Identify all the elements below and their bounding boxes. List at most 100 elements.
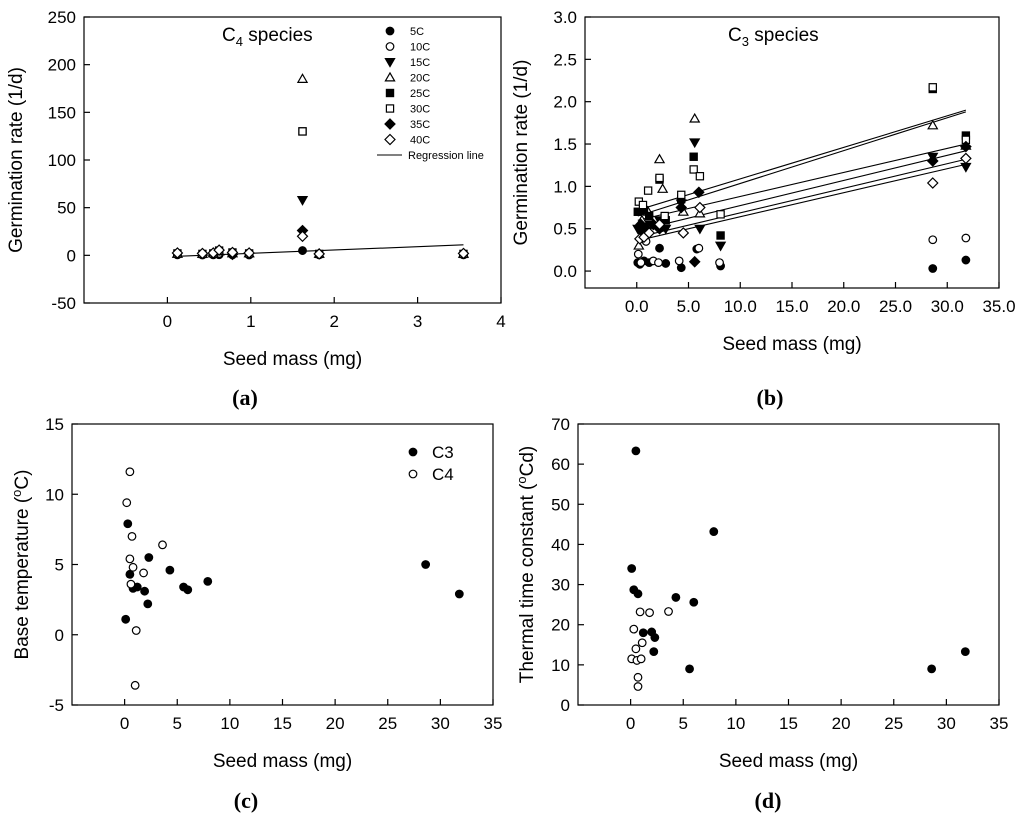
- data-point-shape: [927, 664, 937, 674]
- data-point-shape: [643, 227, 656, 239]
- data-point: [454, 589, 464, 599]
- data-point: [960, 140, 972, 153]
- data-point: [927, 119, 939, 130]
- x-tick-label: 20: [326, 714, 345, 733]
- x-tick-label: 0: [626, 714, 635, 733]
- data-point-shape: [171, 247, 184, 259]
- legend-marker: [385, 42, 395, 51]
- data-point-shape: [694, 243, 704, 253]
- data-point: [926, 155, 939, 167]
- data-point: [125, 554, 135, 564]
- legend-label: 5C: [410, 26, 424, 38]
- data-point: [213, 244, 225, 256]
- data-point: [961, 255, 971, 265]
- data-point-shape: [637, 638, 647, 648]
- data-point: [171, 247, 184, 259]
- legend-marker-shape: [385, 104, 395, 113]
- data-point-shape: [631, 446, 641, 456]
- y-axis-title: Base temperature (oC): [9, 470, 33, 660]
- x-tick-label: 10.0: [724, 297, 757, 316]
- data-point-shape: [126, 579, 136, 589]
- y-tick-label: 1.0: [553, 177, 577, 196]
- x-tick-label: 5: [173, 714, 182, 733]
- legend-label: 35C: [410, 119, 430, 131]
- data-point: [714, 241, 727, 252]
- x-axis: 0.0 5.0 10.0 15.0 20.0 25.0 30.0 35.0: [625, 282, 1016, 316]
- data-point: [928, 235, 938, 245]
- data-point: [125, 569, 135, 579]
- data-point: [638, 200, 648, 210]
- data-point: [688, 255, 701, 268]
- data-point: [654, 258, 663, 267]
- data-point: [655, 173, 664, 183]
- data-point: [715, 258, 724, 267]
- x-tick-label: 35: [990, 714, 1009, 733]
- data-point: [631, 644, 641, 654]
- legend-label: 25C: [410, 88, 430, 100]
- panel-title-rest: species: [749, 25, 819, 46]
- data-point: [183, 585, 193, 595]
- data-point-shape: [671, 593, 681, 602]
- regression-line: [637, 109, 967, 211]
- y-tick-label: 15: [45, 415, 64, 434]
- x-tick-label: 5.0: [677, 297, 701, 316]
- data-point: [298, 246, 307, 255]
- panel-title-rest: species: [243, 25, 313, 46]
- x-tick-label: 10: [220, 714, 239, 733]
- data-point: [636, 654, 646, 664]
- data-point-shape: [121, 614, 131, 624]
- data-point-shape: [694, 224, 706, 235]
- x-tick-label: 3: [413, 312, 422, 331]
- y-tick-label: 70: [551, 415, 570, 434]
- data-point-shape: [674, 256, 684, 266]
- data-point-shape: [714, 241, 727, 252]
- legend-marker-shape: [384, 57, 396, 68]
- data-point: [689, 152, 698, 161]
- data-point-shape: [716, 210, 725, 219]
- data-point-shape: [656, 183, 669, 193]
- legend-marker: [384, 118, 396, 130]
- data-point: [643, 186, 653, 195]
- data-point-shape: [131, 626, 141, 635]
- legend-marker-shape: [408, 447, 418, 457]
- y-tick-label: 50: [57, 199, 76, 218]
- series-c4: [122, 467, 167, 690]
- data-point-shape: [688, 255, 701, 268]
- data-point: [298, 127, 307, 136]
- data-point-shape: [296, 196, 309, 206]
- data-point-shape: [243, 247, 255, 259]
- data-point-shape: [125, 467, 135, 477]
- y-axis: 0 10 20 30 40 50 60 70: [551, 415, 584, 715]
- legend-marker: [384, 71, 396, 82]
- data-point-shape: [654, 258, 663, 267]
- panel-b: 0.0 5.0 10.0 15.0 20.0 25.0 30.0 35.0 0.0 0.5 1.0 1…: [511, 8, 1016, 410]
- data-point: [196, 247, 209, 260]
- data-point-shape: [694, 201, 706, 214]
- y-tick-label: 20: [551, 616, 570, 635]
- data-point: [694, 243, 704, 253]
- series-c4: [627, 607, 673, 691]
- data-point-shape: [629, 624, 639, 634]
- legend-label: 40C: [410, 135, 430, 147]
- x-axis: 0 5 10 15 20 25 30 35: [120, 699, 502, 733]
- data-point: [139, 568, 148, 578]
- data-point: [457, 247, 470, 260]
- legend-marker: [384, 133, 396, 146]
- data-point-shape: [926, 177, 939, 189]
- data-point-shape: [633, 239, 645, 250]
- data-point-shape: [650, 633, 660, 642]
- data-point-shape: [213, 244, 225, 256]
- data-point-shape: [675, 201, 688, 214]
- panel-title-main: C: [222, 25, 236, 46]
- y-axis: 0.0 0.5 1.0 1.5 2.0 2.5 3.0: [553, 8, 591, 281]
- data-point-shape: [695, 172, 705, 181]
- data-point-shape: [644, 211, 654, 221]
- data-point: [689, 112, 701, 123]
- data-point: [694, 224, 706, 235]
- data-point: [296, 230, 309, 243]
- y-tick-label: 50: [551, 495, 570, 514]
- x-tick-label: 35.0: [982, 297, 1015, 316]
- data-point-shape: [928, 264, 938, 273]
- x-axis-title: Seed mass (mg): [223, 349, 362, 370]
